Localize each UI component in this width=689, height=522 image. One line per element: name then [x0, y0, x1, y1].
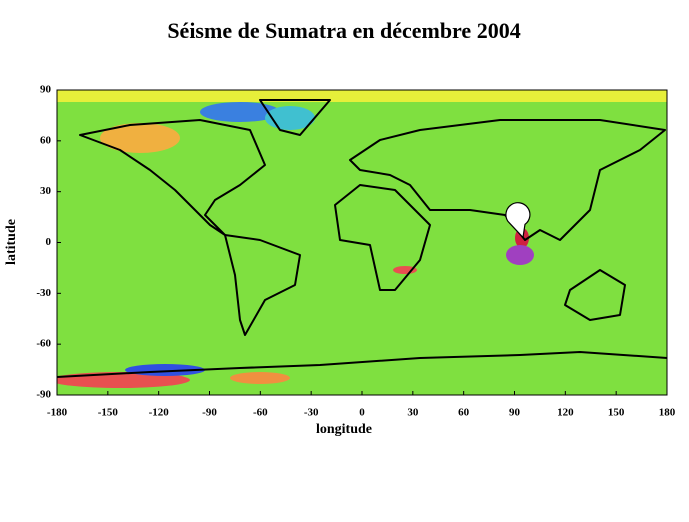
x-tick-label: -30: [304, 407, 319, 419]
x-tick-label: 90: [509, 407, 521, 419]
anomaly: [100, 123, 180, 153]
y-tick-label: 30: [40, 185, 52, 197]
y-tick-label: -90: [36, 389, 51, 401]
y-tick-label: 0: [46, 236, 52, 248]
coastline: [224, 234, 301, 336]
band: [57, 90, 667, 102]
x-tick-label: -120: [149, 407, 170, 419]
epicenter-marker: [505, 202, 531, 239]
anomaly: [200, 102, 280, 122]
x-tick-label: -180: [47, 407, 68, 419]
coastline: [349, 119, 666, 241]
chart-title: Séisme de Sumatra en décembre 2004: [167, 18, 520, 43]
x-tick-label: 30: [407, 407, 419, 419]
x-tick-label: 60: [458, 407, 470, 419]
anomaly: [230, 372, 290, 384]
anomaly: [265, 106, 315, 130]
x-tick-label: 180: [659, 407, 676, 419]
y-tick-label: 90: [40, 84, 52, 96]
coastline: [57, 351, 667, 378]
field: [57, 90, 667, 395]
coastline: [564, 269, 626, 321]
x-tick-label: 120: [557, 407, 574, 419]
coastline: [259, 99, 331, 136]
x-tick-label: 0: [359, 407, 365, 419]
y-tick-label: 60: [40, 134, 52, 146]
x-tick-label: -90: [202, 407, 217, 419]
x-axis-label: longitude: [316, 422, 372, 437]
anomaly: [506, 245, 534, 265]
y-tick-label: -30: [36, 287, 51, 299]
coastline: [334, 184, 431, 291]
x-tick-label: -150: [98, 407, 119, 419]
coastline: [79, 119, 266, 236]
x-tick-label: -60: [253, 407, 268, 419]
x-tick-label: 150: [608, 407, 625, 419]
y-tick-label: -60: [36, 338, 51, 350]
y-axis-label: latitude: [4, 219, 19, 265]
